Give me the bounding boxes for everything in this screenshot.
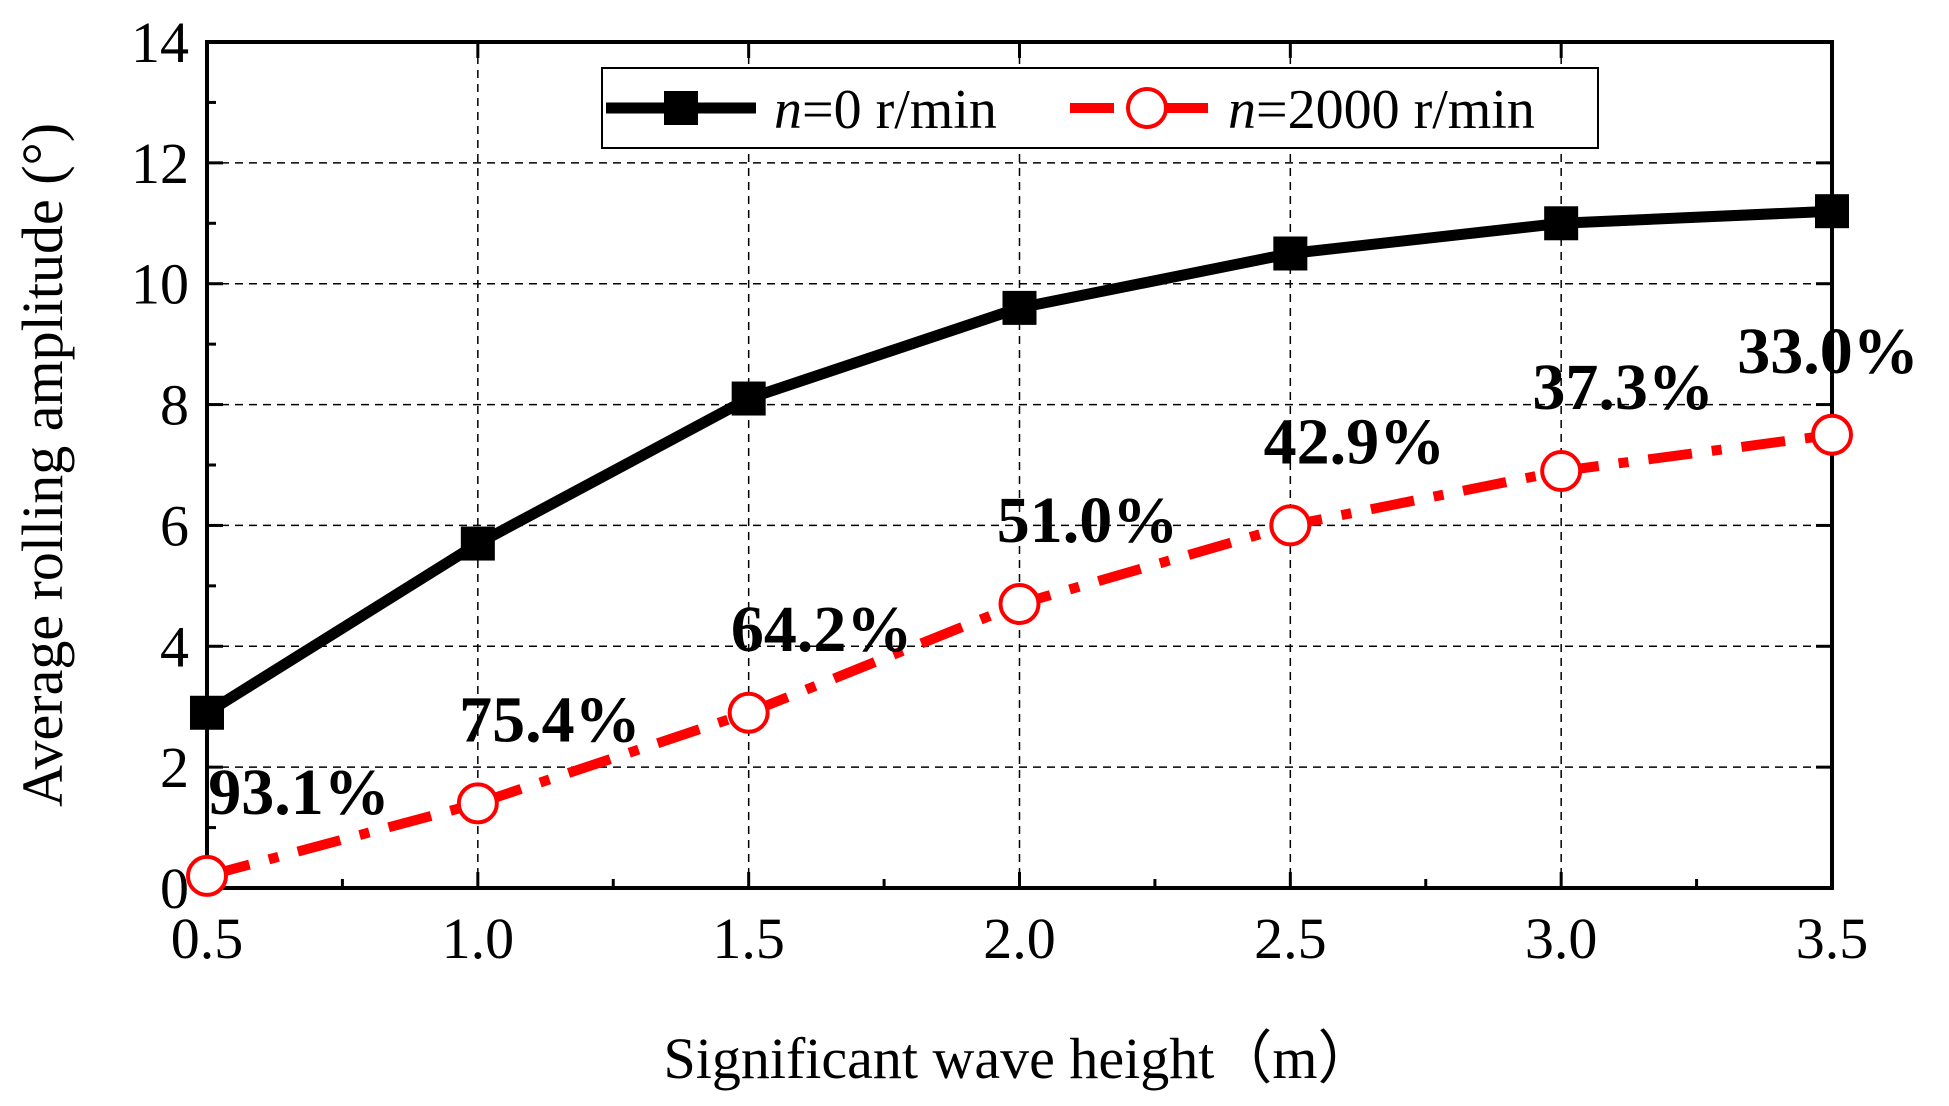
x-tick-label: 2.0 xyxy=(983,906,1056,971)
reduction-label: 75.4% xyxy=(459,683,641,756)
legend-marker-filled-square xyxy=(664,91,698,125)
series-layer xyxy=(186,194,1853,897)
legend-label-n0-rest: =0 r/min xyxy=(802,79,997,141)
y-tick-label: 14 xyxy=(131,10,189,75)
data-point-circle xyxy=(998,582,1041,625)
data-point-square xyxy=(1273,236,1308,271)
y-tick-label: 2 xyxy=(160,735,189,800)
legend-entry-n2000: n=2000 r/min xyxy=(1070,79,1535,141)
legend-label-n0: n=0 r/min xyxy=(774,79,997,141)
y-tick-label: 12 xyxy=(131,131,189,196)
y-axis-title: Average rolling amplitude (°) xyxy=(10,123,75,807)
x-tick-label: 3.5 xyxy=(1796,906,1869,971)
y-tick-label: 8 xyxy=(160,373,189,438)
data-point-circle xyxy=(1811,413,1853,456)
reduction-label: 64.2% xyxy=(731,593,913,666)
legend-label-n0-italic: n xyxy=(774,79,802,141)
legend-marker-open-circle xyxy=(1126,87,1168,129)
legend-label-n2000: n=2000 r/min xyxy=(1228,79,1535,141)
data-point-circle xyxy=(1540,450,1583,493)
legend-label-n2000-rest: =2000 r/min xyxy=(1256,79,1535,141)
data-point-square xyxy=(460,526,495,561)
legend: n=0 r/min n=2000 r/min xyxy=(601,67,1599,149)
ticks-layer: 0.5 1.0 1.5 2.0 2.5 3.0 3.5 0 2 4 6 8 10 12 14 xyxy=(131,10,1868,971)
data-point-circle xyxy=(186,854,228,897)
x-tick-label: 1.0 xyxy=(442,906,515,971)
data-point-circle xyxy=(727,691,770,734)
data-point-square xyxy=(1544,206,1579,241)
y-tick-label: 4 xyxy=(160,614,189,679)
x-axis-title: Significant wave height（m） xyxy=(664,1026,1376,1091)
y-tick-label: 0 xyxy=(160,856,189,921)
x-tick-label: 3.0 xyxy=(1525,906,1598,971)
y-tick-label: 6 xyxy=(160,493,189,558)
x-tick-label: 1.5 xyxy=(712,906,785,971)
data-point-square xyxy=(1002,290,1037,325)
data-point-circle xyxy=(1269,504,1312,547)
reduction-label: 37.3% xyxy=(1532,351,1714,424)
legend-entry-n0: n=0 r/min xyxy=(606,79,997,141)
reduction-label: 51.0% xyxy=(997,484,1179,557)
x-tick-label: 0.5 xyxy=(171,906,244,971)
reduction-label: 42.9% xyxy=(1264,405,1446,478)
reduction-label: 93.1% xyxy=(208,756,390,829)
data-point-square xyxy=(190,695,224,730)
annotation-layer: 93.1% 75.4% 64.2% 51.0% 42.9% 37.3% 33.0% xyxy=(208,315,1919,829)
data-point-square xyxy=(731,381,766,416)
y-tick-label: 10 xyxy=(131,252,189,317)
data-point-square xyxy=(1815,194,1849,229)
data-point-circle xyxy=(456,782,499,825)
legend-label-n2000-italic: n xyxy=(1228,79,1256,141)
reduction-label: 33.0% xyxy=(1737,315,1919,388)
x-tick-label: 2.5 xyxy=(1254,906,1327,971)
